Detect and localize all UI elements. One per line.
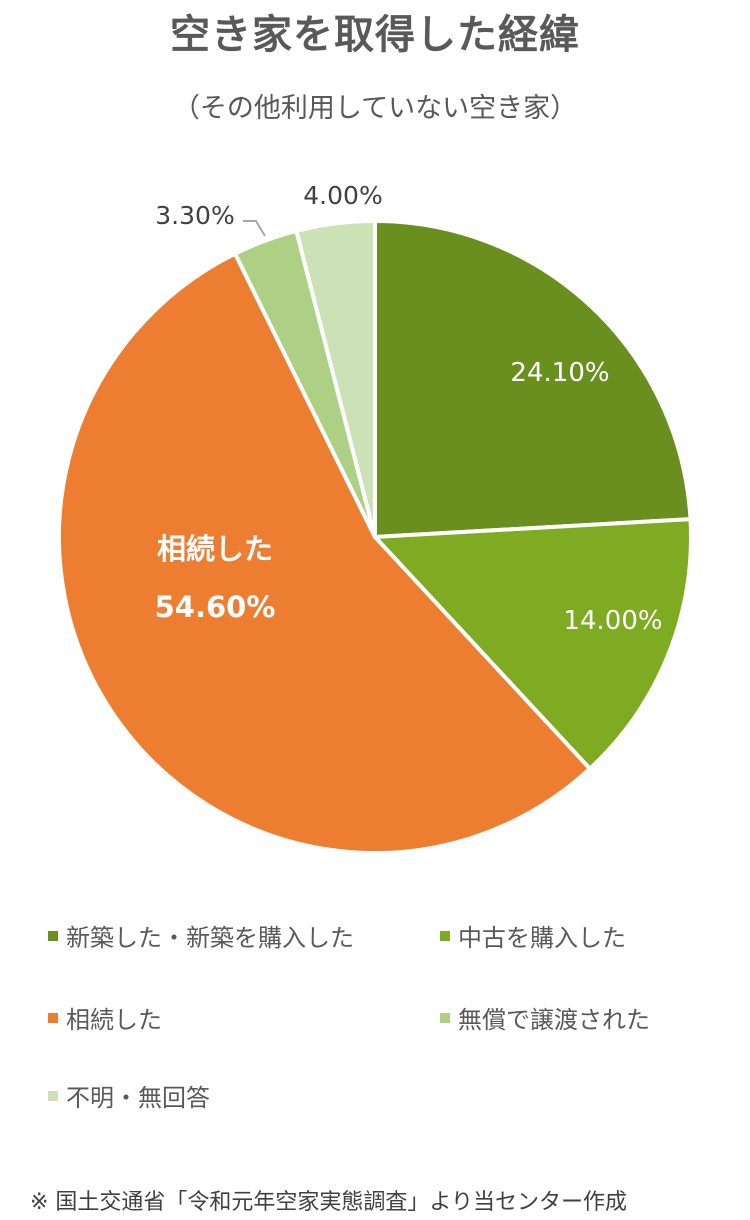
slice-fumei — [294, 219, 377, 539]
legend-label: 中古を購入した — [458, 924, 626, 952]
legend-swatch — [440, 1012, 450, 1023]
slice-chuko — [373, 517, 693, 771]
legend-label: 相続した — [66, 1006, 162, 1034]
slice-label-musho: 3.30% — [155, 201, 234, 230]
chart-subtitle: （その他利用していない空き家） — [172, 93, 578, 124]
slice-souzoku — [57, 251, 592, 855]
legend-item-souzoku: 相続した — [48, 1000, 162, 1035]
slice-label-souzoku: 54.60% — [155, 590, 276, 624]
slice-label-fumei: 4.00% — [303, 181, 382, 210]
legend-label: 不明・無回答 — [66, 1084, 210, 1112]
slice-label-chuko: 14.00% — [563, 606, 662, 636]
legend-item-musho: 無償で譲渡された — [440, 1000, 650, 1035]
slice-label-shinchiku: 24.10% — [510, 358, 609, 388]
legend-item-shinchiku: 新築した・新築を購入した — [48, 918, 354, 953]
leader-line — [243, 220, 266, 237]
legend-swatch — [48, 930, 58, 941]
slice-name-souzoku: 相続した — [157, 532, 273, 566]
legend-swatch — [48, 1090, 58, 1101]
legend-label: 新築した・新築を購入した — [66, 924, 354, 952]
legend-swatch — [440, 930, 450, 941]
legend-label: 無償で譲渡された — [458, 1006, 650, 1034]
legend-swatch — [48, 1012, 58, 1023]
pie-slices — [57, 219, 693, 855]
source-footnote: ※ 国土交通省「令和元年空家実態調査」より当センター作成 — [30, 1190, 627, 1215]
legend-item-fumei: 不明・無回答 — [48, 1078, 210, 1113]
legend-item-chuko: 中古を購入した — [440, 918, 626, 953]
chart-title: 空き家を取得した経緯 — [170, 12, 580, 58]
slice-shinchiku — [373, 219, 693, 539]
pie-chart: 24.10% 14.00% 相続した 54.60% 3.30% 4.00% — [57, 181, 693, 855]
